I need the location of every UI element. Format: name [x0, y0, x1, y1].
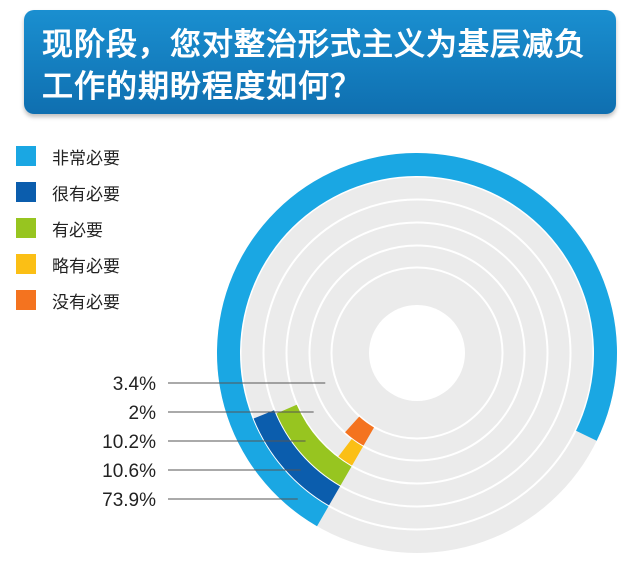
- ring-divider: [262, 198, 572, 508]
- bar-4: [345, 416, 374, 446]
- legend-swatch: [16, 218, 36, 238]
- bar-2: [276, 404, 352, 486]
- ring-divider: [308, 244, 526, 462]
- legend: 非常必要很有必要有必要略有必要没有必要: [16, 138, 120, 318]
- center-hole: [369, 305, 465, 401]
- bar-3: [338, 439, 363, 466]
- legend-label: 很有必要: [52, 184, 120, 205]
- data-label: 3.4%: [113, 374, 156, 395]
- legend-swatch: [16, 146, 36, 166]
- title-banner: 现阶段，您对整治形式主义为基层减负工作的期盼程度如何？: [24, 10, 616, 114]
- legend-swatch: [16, 182, 36, 202]
- ring-divider: [285, 221, 549, 485]
- bar-1: [253, 410, 340, 506]
- legend-item: 略有必要: [16, 246, 120, 282]
- data-label: 2%: [129, 403, 157, 424]
- legend-swatch: [16, 254, 36, 274]
- legend-item: 非常必要: [16, 138, 120, 174]
- legend-label: 有必要: [52, 220, 103, 241]
- chart-title: 现阶段，您对整治形式主义为基层减负工作的期盼程度如何？: [42, 27, 586, 105]
- legend-label: 非常必要: [52, 148, 120, 169]
- legend-swatch: [16, 290, 36, 310]
- data-label: 10.6%: [102, 461, 156, 482]
- legend-item: 没有必要: [16, 282, 120, 318]
- legend-item: 有必要: [16, 210, 120, 246]
- legend-label: 没有必要: [52, 292, 120, 313]
- legend-item: 很有必要: [16, 174, 120, 210]
- legend-label: 略有必要: [52, 256, 120, 277]
- ring-divider: [239, 175, 595, 531]
- data-label: 10.2%: [102, 432, 156, 453]
- data-label: 73.9%: [102, 490, 156, 511]
- ring-divider: [330, 266, 504, 440]
